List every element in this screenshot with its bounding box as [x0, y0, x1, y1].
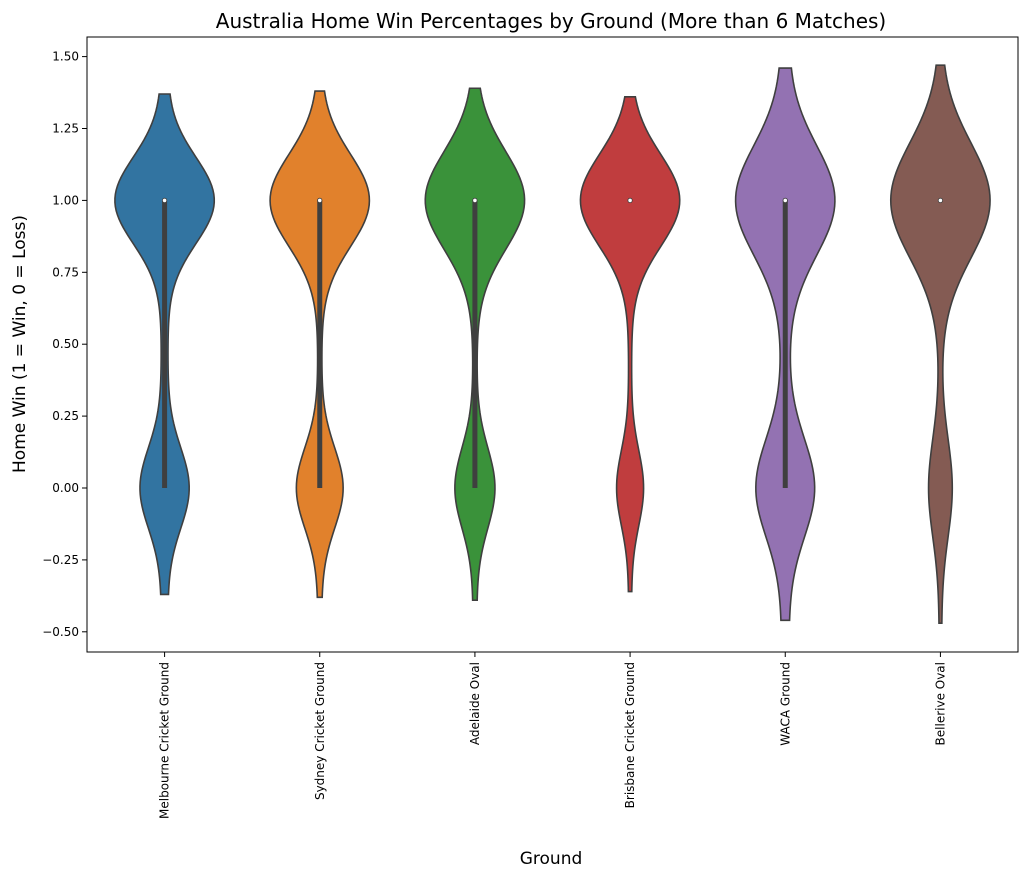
violin-body: [889, 64, 991, 624]
median-marker: [317, 197, 323, 203]
x-tick-label: Bellerive Oval: [933, 662, 947, 745]
x-tick-label: WACA Ground: [778, 662, 792, 746]
y-axis: −0.50 −0.25 0.00 0.25 0.50 0.75 1.00 1.25 1.50: [42, 50, 87, 639]
x-tick-label: Brisbane Cricket Ground: [623, 662, 637, 808]
x-axis-title: Ground: [520, 849, 583, 869]
plot-frame: [86, 36, 1019, 653]
x-tick-label: Sydney Cricket Ground: [313, 662, 327, 800]
median-marker: [782, 197, 788, 203]
y-tick-label: −0.50: [42, 625, 79, 639]
median-marker: [937, 197, 944, 203]
y-tick-label: 0.50: [52, 337, 79, 351]
y-axis-title: Home Win (1 = Win, 0 = Loss): [10, 215, 30, 473]
violins: [114, 64, 991, 624]
y-tick-label: 0.75: [52, 265, 79, 279]
chart-title: Australia Home Win Percentages by Ground…: [216, 9, 886, 33]
y-tick-label: 0.00: [52, 481, 79, 495]
median-marker: [472, 197, 478, 203]
y-tick-label: 1.25: [52, 122, 79, 136]
y-tick-label: 1.50: [52, 50, 79, 64]
y-tick-label: 1.00: [52, 193, 79, 207]
y-tick-label: 0.25: [52, 409, 79, 423]
median-marker: [627, 197, 633, 203]
x-tick-label: Melbourne Cricket Ground: [158, 662, 172, 819]
x-tick-label: Adelaide Oval: [468, 662, 482, 745]
y-tick-label: −0.25: [42, 553, 79, 567]
median-marker: [161, 197, 168, 203]
violin-body: [579, 96, 681, 593]
x-axis: Melbourne Cricket Ground Sydney Cricket G…: [158, 652, 947, 819]
